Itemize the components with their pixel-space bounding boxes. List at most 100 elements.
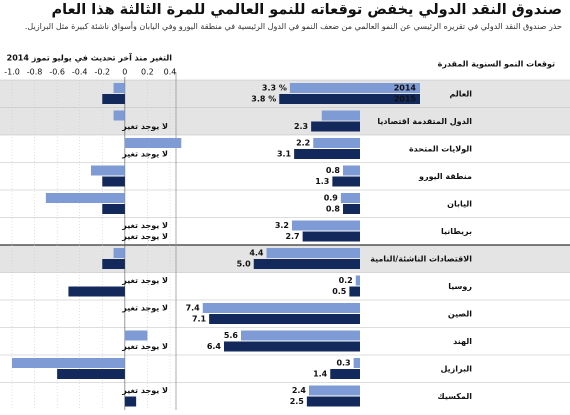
value-label: 3.1 bbox=[277, 150, 292, 159]
value-label: 5.6 bbox=[224, 331, 239, 340]
bar bbox=[202, 303, 360, 313]
x-tick-label: -0.6 bbox=[49, 68, 65, 77]
bar bbox=[292, 220, 360, 231]
x-tick-label: -0.2 bbox=[94, 68, 110, 77]
value-label: لا يوجد تغير bbox=[121, 221, 168, 230]
bar bbox=[343, 204, 360, 214]
category-label: العالم bbox=[449, 89, 472, 98]
bar bbox=[241, 330, 360, 341]
value-label: 3.3 % bbox=[262, 84, 287, 93]
legend-label: 2015 bbox=[394, 95, 417, 104]
page-title: صندوق النقد الدولي يخفض توقعاته للنمو ال… bbox=[51, 2, 562, 18]
change-bar bbox=[102, 176, 125, 187]
row-bg bbox=[0, 107, 570, 135]
change-bar bbox=[113, 83, 125, 93]
value-label: لا يوجد تغير bbox=[121, 386, 168, 395]
category-label: روسيا bbox=[448, 282, 472, 291]
x-tick-label: -1.0 bbox=[4, 68, 20, 77]
bar bbox=[306, 396, 360, 407]
value-label: 1.3 bbox=[315, 177, 329, 186]
bar bbox=[311, 121, 360, 132]
value-label: لا يوجد تغير bbox=[121, 122, 168, 131]
bar bbox=[353, 358, 360, 368]
bar bbox=[340, 193, 360, 203]
change-bar bbox=[91, 165, 125, 176]
change-bar bbox=[102, 259, 125, 269]
value-label: لا يوجد تغير bbox=[121, 276, 168, 285]
legend-label: 2014 bbox=[394, 84, 417, 93]
value-label: لا يوجد تغير bbox=[121, 304, 168, 313]
value-label: لا يوجد تغير bbox=[121, 150, 168, 159]
bar bbox=[209, 314, 360, 324]
x-tick-label: 0.2 bbox=[141, 68, 154, 77]
change-bar bbox=[124, 330, 148, 341]
legend-swatch bbox=[360, 83, 420, 93]
bar bbox=[279, 94, 360, 104]
category-label: الولايات المتحدة bbox=[409, 144, 472, 153]
chart-title: التغير منذ آخر تحديث في يوليو تموز 2014 bbox=[7, 53, 173, 63]
category-label: بريطانيا bbox=[441, 227, 472, 236]
value-label: لا يوجد تغير bbox=[121, 232, 168, 241]
value-label: 3.8 % bbox=[251, 95, 276, 104]
bar bbox=[253, 259, 360, 269]
category-label: الدول المتقدمة اقتصاديا bbox=[377, 117, 472, 126]
change-bar bbox=[113, 110, 125, 121]
x-tick-label: 0.4 bbox=[164, 68, 177, 77]
value-label: 3.2 bbox=[275, 221, 289, 230]
category-label: البرازيل bbox=[441, 364, 473, 373]
change-bar bbox=[68, 286, 125, 297]
bar bbox=[332, 176, 360, 187]
value-label: لا يوجد تغير bbox=[121, 342, 168, 351]
value-label: 7.4 bbox=[186, 304, 201, 313]
page-subtitle: حذر صندوق النقد الدولي في تقريره الرئيسي… bbox=[24, 22, 562, 31]
change-bar bbox=[124, 396, 137, 407]
chart-title: توقعات النمو السنوية المقدرة bbox=[438, 60, 555, 69]
category-label: الهند bbox=[453, 337, 472, 346]
value-label: 2.4 bbox=[292, 386, 307, 395]
change-bar bbox=[102, 94, 125, 104]
bar bbox=[349, 286, 360, 297]
x-tick-label: -0.4 bbox=[72, 68, 88, 77]
legend-swatch bbox=[360, 94, 420, 104]
value-label: 0.3 bbox=[336, 359, 350, 368]
bar bbox=[289, 83, 360, 93]
value-label: 5.0 bbox=[237, 260, 252, 269]
x-tick-label: -0.8 bbox=[27, 68, 43, 77]
bar bbox=[343, 165, 360, 176]
value-label: 2.2 bbox=[296, 139, 310, 148]
value-label: 0.9 bbox=[324, 194, 339, 203]
change-bar bbox=[57, 369, 125, 379]
category-label: الاقتصادات الناشئة/النامية bbox=[370, 254, 472, 263]
bar bbox=[321, 110, 360, 121]
bar bbox=[355, 275, 360, 286]
bar bbox=[309, 385, 360, 396]
value-label: 2.7 bbox=[285, 232, 299, 241]
value-label: 1.4 bbox=[313, 370, 328, 379]
bar bbox=[302, 231, 360, 242]
value-label: 4.4 bbox=[249, 249, 264, 258]
change-bar bbox=[124, 138, 182, 148]
category-label: الصين bbox=[448, 309, 472, 318]
value-label: 2.5 bbox=[290, 397, 305, 406]
value-label: 0.8 bbox=[326, 205, 341, 214]
change-bar bbox=[45, 193, 125, 203]
bar bbox=[313, 138, 360, 148]
bar bbox=[266, 248, 360, 258]
category-label: المكسيك bbox=[437, 392, 472, 401]
bar bbox=[224, 341, 360, 352]
bar bbox=[294, 149, 360, 159]
change-bar bbox=[113, 248, 125, 258]
value-label: 0.2 bbox=[339, 276, 353, 285]
value-label: 0.8 bbox=[326, 166, 341, 175]
change-bar bbox=[12, 358, 125, 368]
category-label: اليابان bbox=[447, 199, 472, 208]
x-tick-label: 0 bbox=[122, 68, 127, 77]
bar bbox=[330, 369, 360, 379]
header: صندوق النقد الدولي يخفض توقعاته للنمو ال… bbox=[8, 2, 562, 32]
value-label: 6.4 bbox=[207, 342, 222, 351]
category-label: منطقة اليورو bbox=[418, 172, 472, 181]
change-bar bbox=[102, 204, 125, 214]
value-label: 7.1 bbox=[192, 315, 207, 324]
